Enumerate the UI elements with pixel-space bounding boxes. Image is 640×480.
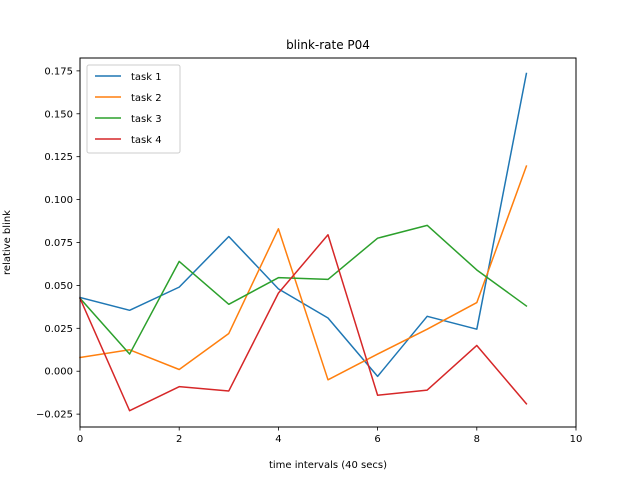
x-tick-label: 0 xyxy=(77,434,83,445)
y-tick-label: 0.100 xyxy=(44,195,73,206)
x-tick-label: 8 xyxy=(474,434,480,445)
y-tick-label: 0.175 xyxy=(44,66,73,77)
y-tick-label: 0.150 xyxy=(44,109,73,120)
series-line-task-3 xyxy=(78,224,528,355)
y-tick-label: 0.075 xyxy=(44,238,73,249)
series-line-task-4 xyxy=(79,234,528,412)
y-axis: −0.025 0.000 0.025 0.050 0.075 0.100 0.125 0.15… xyxy=(36,66,80,421)
legend-box xyxy=(86,64,181,154)
y-tick-label: 0.125 xyxy=(44,152,73,163)
x-tick-label: 4 xyxy=(275,434,281,445)
legend-label-task-4: task 4 xyxy=(131,135,162,146)
x-tick-label: 6 xyxy=(374,434,380,445)
y-tick-label: 0.025 xyxy=(44,324,73,335)
legend-label-task-3: task 3 xyxy=(131,114,162,125)
y-tick-label: 0.050 xyxy=(44,281,73,292)
x-axis: 0 2 4 6 8 10 xyxy=(77,427,583,445)
y-axis-title: relative blink xyxy=(2,210,13,275)
legend-label-task-2: task 2 xyxy=(131,93,162,104)
y-tick-label: 0.000 xyxy=(44,367,73,378)
x-axis-title: time intervals (40 secs) xyxy=(269,460,387,471)
legend-label-task-1: task 1 xyxy=(131,72,162,83)
series-line-task-2 xyxy=(79,165,528,381)
series-layer xyxy=(78,72,528,412)
legend: task 1 task 2 task 3 task 4 xyxy=(86,64,181,154)
chart-title: blink-rate P04 xyxy=(286,38,370,52)
x-tick-label: 2 xyxy=(176,434,182,445)
y-tick-label: −0.025 xyxy=(36,410,73,421)
x-tick-label: 10 xyxy=(570,434,583,445)
